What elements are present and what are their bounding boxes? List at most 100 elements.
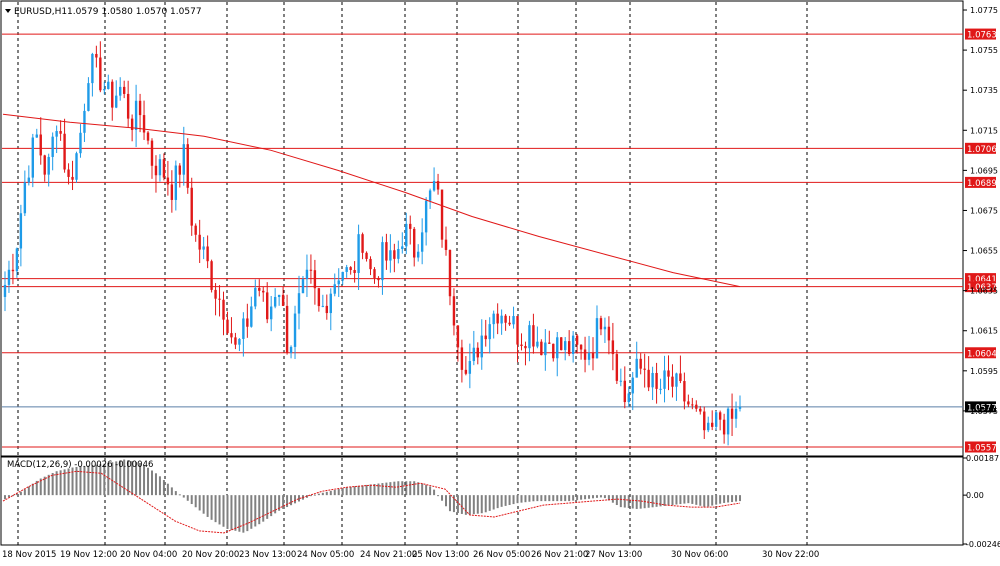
macd-bar xyxy=(329,490,332,496)
macd-bar xyxy=(731,495,734,503)
macd-bar xyxy=(425,485,428,496)
candle-down xyxy=(43,155,46,175)
candle-up xyxy=(492,313,495,325)
macd-bar xyxy=(552,495,555,502)
candle-down xyxy=(703,411,706,431)
macd-bar xyxy=(715,495,718,505)
candle-up xyxy=(635,358,638,378)
candle-up xyxy=(726,408,730,435)
current-price-label: 1.0577 xyxy=(967,403,997,413)
candle-up xyxy=(337,280,340,285)
candle-up xyxy=(488,324,491,340)
time-label: 18 Nov 2015 xyxy=(2,550,56,560)
candle-down xyxy=(548,342,551,344)
candle-up xyxy=(27,177,31,183)
macd-bar xyxy=(234,495,237,531)
candle-down xyxy=(583,349,587,360)
macd-bar xyxy=(55,471,58,496)
macd-bar xyxy=(655,495,658,507)
candle-down xyxy=(313,270,317,289)
moving-average xyxy=(2,113,741,288)
candle-up xyxy=(472,347,476,362)
macd-bar xyxy=(286,495,289,508)
candle-up xyxy=(651,372,654,388)
time-label: 19 Nov 12:00 xyxy=(60,550,117,560)
macd-bar xyxy=(548,495,551,502)
macd-bar xyxy=(607,495,610,501)
macd-bar xyxy=(147,467,150,496)
candle-down xyxy=(476,347,479,358)
macd-bar xyxy=(67,468,70,496)
candle-down xyxy=(170,184,174,200)
macd-bar xyxy=(369,484,372,496)
level-price-tag xyxy=(965,441,996,453)
time-label: 20 Nov 04:00 xyxy=(120,550,177,560)
candle-up xyxy=(480,335,483,358)
macd-bar xyxy=(282,495,285,509)
level-price-tag xyxy=(965,28,996,40)
macd-bar xyxy=(341,488,344,496)
macd-bar xyxy=(635,495,638,509)
macd-bar xyxy=(623,495,626,508)
candle-up xyxy=(420,232,424,252)
macd-tick-label: 0.00187 xyxy=(966,454,999,463)
macd-bar xyxy=(87,465,90,496)
candle-down xyxy=(607,326,611,341)
macd-bar xyxy=(580,495,583,500)
macd-bar xyxy=(528,495,531,502)
candle-up xyxy=(182,144,185,175)
macd-bar xyxy=(321,492,324,496)
level-price-label: 1.0763 xyxy=(967,31,997,41)
candle-down xyxy=(317,288,321,307)
macd-bar xyxy=(337,489,340,496)
candle-down xyxy=(126,93,130,119)
candle-up xyxy=(273,297,277,307)
macd-bar xyxy=(218,495,221,525)
candle-down xyxy=(711,422,714,427)
macd-bar xyxy=(691,495,694,504)
candle-down xyxy=(516,316,519,345)
time-label: 25 Nov 13:00 xyxy=(412,550,469,560)
macd-bar xyxy=(11,495,14,497)
macd-bar xyxy=(647,495,650,508)
candle-down xyxy=(699,408,702,412)
macd-bar xyxy=(492,495,495,510)
macd-tick-label: 0.00 xyxy=(966,491,984,500)
candle-down xyxy=(258,287,261,291)
macd-indicator xyxy=(2,459,742,534)
macd-bar xyxy=(711,495,714,506)
candle-down xyxy=(615,354,619,381)
macd-bar xyxy=(107,463,110,496)
candle-down xyxy=(59,131,62,134)
macd-bar xyxy=(345,487,348,496)
dropdown-triangle-icon[interactable] xyxy=(5,9,11,13)
time-label: 20 Nov 20:00 xyxy=(182,550,239,560)
macd-bar xyxy=(739,495,742,502)
macd-bar xyxy=(627,495,630,509)
macd-bar xyxy=(230,495,233,530)
candle-up xyxy=(289,346,293,353)
candle-up xyxy=(401,246,404,249)
candle-down xyxy=(655,372,658,389)
candle-down xyxy=(508,322,511,325)
candle-up xyxy=(381,242,384,281)
macd-bar xyxy=(484,495,487,513)
candle-up xyxy=(238,338,241,345)
macd-bar xyxy=(603,495,606,499)
macd-bar xyxy=(433,489,436,496)
macd-bar xyxy=(71,467,74,496)
macd-bar xyxy=(373,483,376,496)
candle-down xyxy=(365,252,368,259)
candle-down xyxy=(567,341,571,354)
candle-up xyxy=(174,165,178,200)
candle-up xyxy=(269,306,273,320)
candle-down xyxy=(373,269,376,278)
macd-bar xyxy=(500,495,503,507)
candle-down xyxy=(63,133,66,170)
candle-down xyxy=(456,325,460,348)
candle-down xyxy=(166,177,170,185)
macd-bar xyxy=(536,495,539,502)
macd-bar xyxy=(675,495,678,505)
